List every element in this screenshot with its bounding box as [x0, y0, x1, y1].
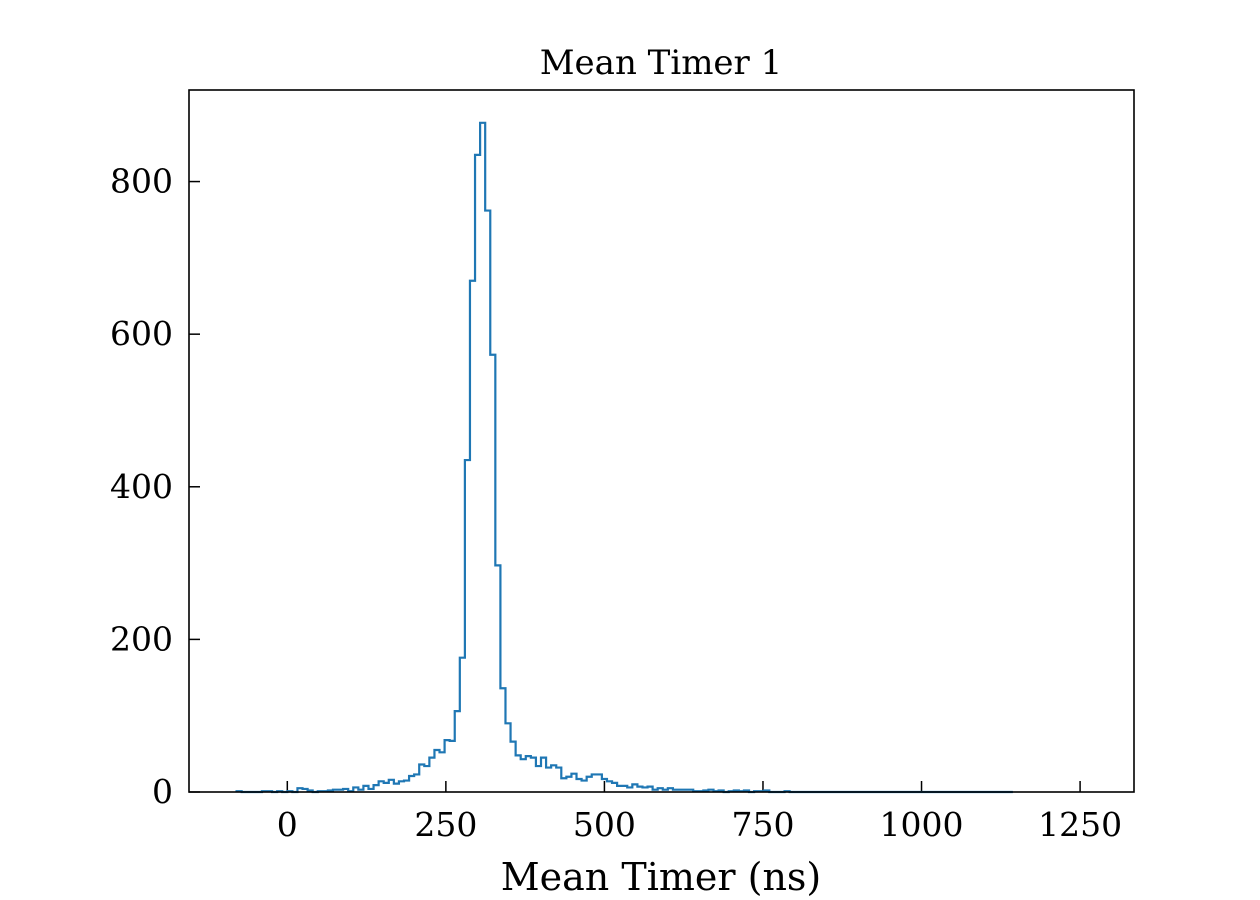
y-tick-label: 800	[110, 162, 173, 201]
x-tick-label: 750	[731, 805, 794, 844]
y-tick-label: 200	[110, 619, 173, 658]
plot-frame	[188, 89, 1135, 793]
y-tick-label: 600	[110, 314, 173, 353]
y-axis: 0 200 400 600 800	[110, 162, 200, 811]
x-axis: 0 250 500 750 1000 1250	[277, 781, 1122, 844]
y-tick-label: 0	[152, 772, 173, 811]
chart-title: Mean Timer 1	[540, 43, 783, 83]
x-tick-label: 1000	[880, 805, 964, 844]
histogram-series	[235, 121, 1013, 794]
x-tick-label: 1250	[1038, 805, 1122, 844]
x-tick-label: 0	[277, 805, 298, 844]
x-tick-label: 250	[414, 805, 477, 844]
y-tick-label: 400	[110, 467, 173, 506]
x-axis-label: Mean Timer (ns)	[501, 855, 822, 899]
x-tick-label: 500	[573, 805, 636, 844]
